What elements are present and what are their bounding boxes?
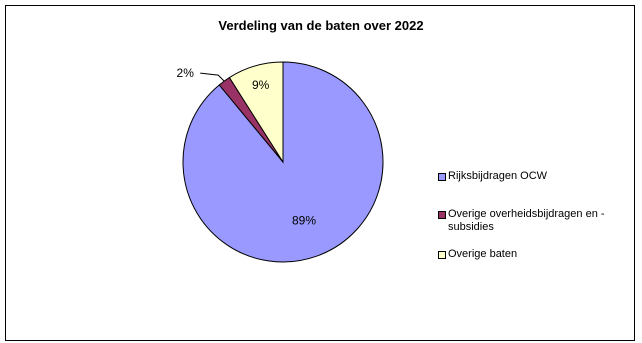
legend-label-continuation: subsidies: [448, 221, 494, 233]
chart-title: Verdeling van de baten over 2022: [218, 18, 424, 33]
data-label-rijksbijdragen: 89%: [292, 213, 316, 227]
legend-label: Overige overheidsbijdragen en -: [448, 208, 605, 220]
legend-swatch: [438, 173, 446, 181]
leader-line: [200, 72, 225, 82]
legend-label: Overige baten: [448, 248, 518, 260]
legend-swatch: [438, 251, 446, 259]
legend-item-overige-overheidsbijdragen: Overige overheidsbijdragen en - subsidie…: [438, 208, 638, 234]
data-label-overige-baten: 9%: [252, 78, 270, 92]
legend-swatch: [438, 211, 446, 219]
data-label-overige-overheidsbijdragen: 2%: [177, 66, 195, 80]
legend-label: Rijksbijdragen OCW: [448, 170, 548, 182]
slice-overige-baten: [228, 61, 284, 164]
legend-item-overige-baten: Overige baten: [438, 248, 638, 261]
legend-item-rijksbijdragen: Rijksbijdragen OCW: [438, 170, 638, 183]
